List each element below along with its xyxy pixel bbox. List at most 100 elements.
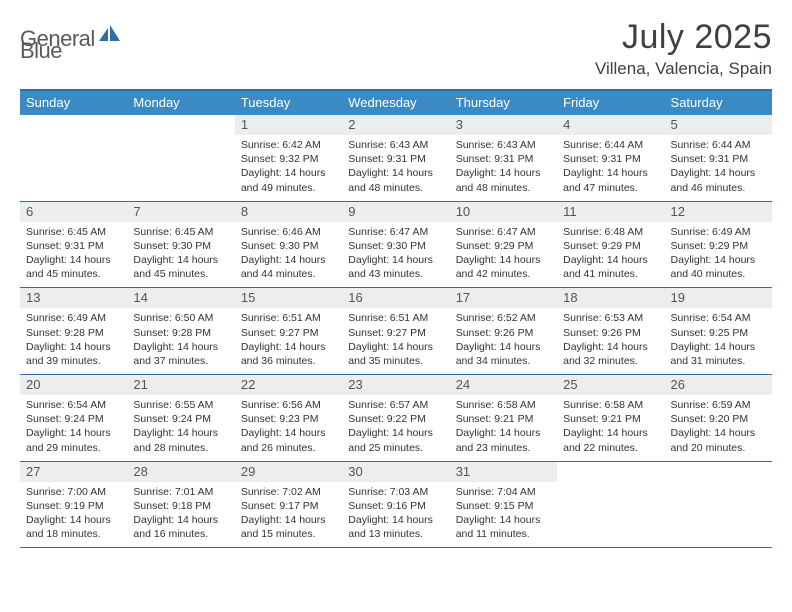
day-cell: 25Sunrise: 6:58 AMSunset: 9:21 PMDayligh… <box>557 375 664 461</box>
dow-sunday: Sunday <box>20 91 127 115</box>
day-body: Sunrise: 6:42 AMSunset: 9:32 PMDaylight:… <box>235 135 342 195</box>
day-cell: 24Sunrise: 6:58 AMSunset: 9:21 PMDayligh… <box>450 375 557 461</box>
day-cell: 23Sunrise: 6:57 AMSunset: 9:22 PMDayligh… <box>342 375 449 461</box>
sunset-text: Sunset: 9:31 PM <box>563 152 658 166</box>
daylight-text: Daylight: 14 hours and 31 minutes. <box>671 340 766 368</box>
day-cell <box>557 462 664 548</box>
day-cell: 2 Sunrise: 6:43 AMSunset: 9:31 PMDaylight… <box>342 115 449 201</box>
day-body: Sunrise: 7:03 AMSunset: 9:16 PMDaylight:… <box>342 482 449 542</box>
day-body: Sunrise: 6:44 AMSunset: 9:31 PMDaylight:… <box>557 135 664 195</box>
daylight-text: Daylight: 14 hours and 47 minutes. <box>563 166 658 194</box>
daylight-text: Daylight: 14 hours and 41 minutes. <box>563 253 658 281</box>
day-body: Sunrise: 6:54 AMSunset: 9:25 PMDaylight:… <box>665 308 772 368</box>
day-number: 7 <box>127 202 234 222</box>
daylight-text: Daylight: 14 hours and 43 minutes. <box>348 253 443 281</box>
day-number: 1 <box>235 115 342 135</box>
day-cell: 26Sunrise: 6:59 AMSunset: 9:20 PMDayligh… <box>665 375 772 461</box>
daylight-text: Daylight: 14 hours and 37 minutes. <box>133 340 228 368</box>
day-cell: 4Sunrise: 6:44 AMSunset: 9:31 PMDaylight… <box>557 115 664 201</box>
daylight-text: Daylight: 14 hours and 22 minutes. <box>563 426 658 454</box>
day-body: Sunrise: 6:57 AMSunset: 9:22 PMDaylight:… <box>342 395 449 455</box>
day-cell <box>127 115 234 201</box>
day-body: Sunrise: 6:45 AMSunset: 9:31 PMDaylight:… <box>20 222 127 282</box>
day-body: Sunrise: 6:51 AMSunset: 9:27 PMDaylight:… <box>235 308 342 368</box>
daylight-text: Daylight: 14 hours and 36 minutes. <box>241 340 336 368</box>
sunset-text: Sunset: 9:23 PM <box>241 412 336 426</box>
week-row: 20Sunrise: 6:54 AMSunset: 9:24 PMDayligh… <box>20 375 772 462</box>
page: General July 2025 Villena, Valencia, Spa… <box>0 0 792 548</box>
sunrise-text: Sunrise: 6:48 AM <box>563 225 658 239</box>
daylight-text: Daylight: 14 hours and 26 minutes. <box>241 426 336 454</box>
month-title: July 2025 <box>595 18 772 57</box>
day-body: Sunrise: 7:01 AMSunset: 9:18 PMDaylight:… <box>127 482 234 542</box>
calendar: Sunday Monday Tuesday Wednesday Thursday… <box>20 89 772 548</box>
sunset-text: Sunset: 9:31 PM <box>456 152 551 166</box>
day-number: 15 <box>235 288 342 308</box>
day-number: 31 <box>450 462 557 482</box>
daylight-text: Daylight: 14 hours and 32 minutes. <box>563 340 658 368</box>
sunrise-text: Sunrise: 6:47 AM <box>348 225 443 239</box>
dow-thursday: Thursday <box>450 91 557 115</box>
daylight-text: Daylight: 14 hours and 35 minutes. <box>348 340 443 368</box>
week-row: 6Sunrise: 6:45 AMSunset: 9:31 PMDaylight… <box>20 202 772 289</box>
sunrise-text: Sunrise: 6:44 AM <box>671 138 766 152</box>
day-cell: 5Sunrise: 6:44 AMSunset: 9:31 PMDaylight… <box>665 115 772 201</box>
sunset-text: Sunset: 9:30 PM <box>241 239 336 253</box>
sunrise-text: Sunrise: 6:45 AM <box>133 225 228 239</box>
day-number: 3 <box>450 115 557 135</box>
day-number: 2 <box>342 115 449 135</box>
daylight-text: Daylight: 14 hours and 11 minutes. <box>456 513 551 541</box>
day-cell: 18Sunrise: 6:53 AMSunset: 9:26 PMDayligh… <box>557 288 664 374</box>
day-body: Sunrise: 6:58 AMSunset: 9:21 PMDaylight:… <box>450 395 557 455</box>
day-body: Sunrise: 6:50 AMSunset: 9:28 PMDaylight:… <box>127 308 234 368</box>
sunset-text: Sunset: 9:31 PM <box>348 152 443 166</box>
sunrise-text: Sunrise: 6:46 AM <box>241 225 336 239</box>
dow-tuesday: Tuesday <box>235 91 342 115</box>
dow-saturday: Saturday <box>665 91 772 115</box>
sunrise-text: Sunrise: 6:44 AM <box>563 138 658 152</box>
day-cell: 9 Sunrise: 6:47 AMSunset: 9:30 PMDaylight… <box>342 202 449 288</box>
day-body: Sunrise: 6:54 AMSunset: 9:24 PMDaylight:… <box>20 395 127 455</box>
sunset-text: Sunset: 9:29 PM <box>671 239 766 253</box>
sunrise-text: Sunrise: 6:43 AM <box>456 138 551 152</box>
daylight-text: Daylight: 14 hours and 45 minutes. <box>26 253 121 281</box>
day-body: Sunrise: 6:49 AMSunset: 9:28 PMDaylight:… <box>20 308 127 368</box>
brand-word2-wrap: Blue <box>20 38 62 64</box>
day-cell: 27Sunrise: 7:00 AMSunset: 9:19 PMDayligh… <box>20 462 127 548</box>
daylight-text: Daylight: 14 hours and 49 minutes. <box>241 166 336 194</box>
daylight-text: Daylight: 14 hours and 48 minutes. <box>456 166 551 194</box>
day-number: 18 <box>557 288 664 308</box>
daylight-text: Daylight: 14 hours and 44 minutes. <box>241 253 336 281</box>
sunrise-text: Sunrise: 6:43 AM <box>348 138 443 152</box>
sunrise-text: Sunrise: 6:49 AM <box>671 225 766 239</box>
daylight-text: Daylight: 14 hours and 39 minutes. <box>26 340 121 368</box>
day-body: Sunrise: 6:55 AMSunset: 9:24 PMDaylight:… <box>127 395 234 455</box>
sunrise-text: Sunrise: 6:57 AM <box>348 398 443 412</box>
day-number: 14 <box>127 288 234 308</box>
sunset-text: Sunset: 9:20 PM <box>671 412 766 426</box>
sunrise-text: Sunrise: 6:58 AM <box>563 398 658 412</box>
sunset-text: Sunset: 9:30 PM <box>348 239 443 253</box>
sunrise-text: Sunrise: 6:47 AM <box>456 225 551 239</box>
sunrise-text: Sunrise: 6:42 AM <box>241 138 336 152</box>
sunrise-text: Sunrise: 6:56 AM <box>241 398 336 412</box>
day-number: 9 <box>342 202 449 222</box>
day-body: Sunrise: 6:49 AMSunset: 9:29 PMDaylight:… <box>665 222 772 282</box>
day-cell: 10Sunrise: 6:47 AMSunset: 9:29 PMDayligh… <box>450 202 557 288</box>
day-cell: 29Sunrise: 7:02 AMSunset: 9:17 PMDayligh… <box>235 462 342 548</box>
sunset-text: Sunset: 9:24 PM <box>133 412 228 426</box>
day-number: 16 <box>342 288 449 308</box>
daylight-text: Daylight: 14 hours and 13 minutes. <box>348 513 443 541</box>
day-cell <box>20 115 127 201</box>
sunset-text: Sunset: 9:16 PM <box>348 499 443 513</box>
day-body: Sunrise: 6:44 AMSunset: 9:31 PMDaylight:… <box>665 135 772 195</box>
daylight-text: Daylight: 14 hours and 48 minutes. <box>348 166 443 194</box>
day-cell: 17Sunrise: 6:52 AMSunset: 9:26 PMDayligh… <box>450 288 557 374</box>
dow-friday: Friday <box>557 91 664 115</box>
day-body: Sunrise: 7:04 AMSunset: 9:15 PMDaylight:… <box>450 482 557 542</box>
day-number: 29 <box>235 462 342 482</box>
sunset-text: Sunset: 9:29 PM <box>456 239 551 253</box>
day-cell: 6Sunrise: 6:45 AMSunset: 9:31 PMDaylight… <box>20 202 127 288</box>
sunset-text: Sunset: 9:31 PM <box>671 152 766 166</box>
day-number: 19 <box>665 288 772 308</box>
